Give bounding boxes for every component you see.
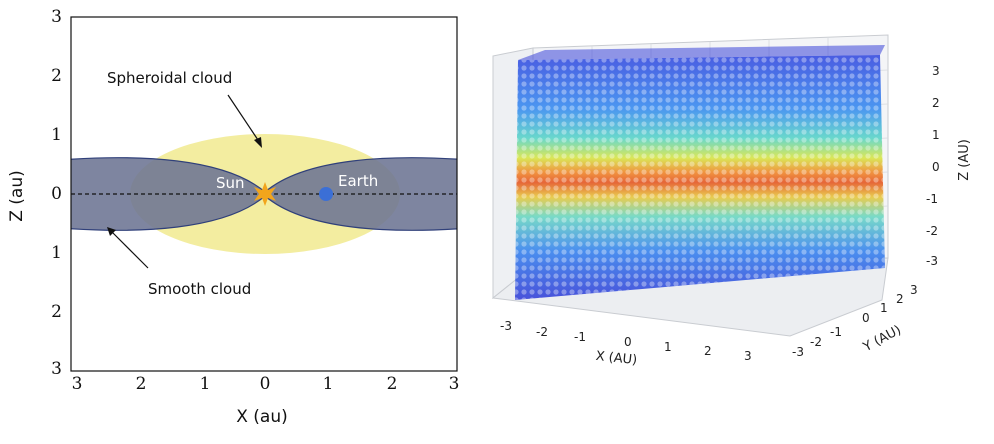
z-tick: 1 [51,125,62,145]
x3-axis-label: X (AU) [595,349,638,368]
z3-tick: -1 [926,192,938,206]
z3-tick: 1 [932,128,940,142]
z-tick: 1 [51,243,62,263]
smooth-arrowhead [107,227,116,236]
z3-tick: -2 [926,224,938,238]
y3-tick: 2 [896,292,904,306]
z-axis-ticks: 3 2 1 0 1 2 3 [51,7,62,379]
spheroidal-cloud-label: Spheroidal cloud [107,69,232,87]
point-cloud-top-face [518,45,885,60]
z-tick: 0 [51,184,62,204]
earth-marker [319,187,333,201]
y3-tick: 3 [910,283,918,297]
spheroidal-arrow [227,94,261,144]
x-tick: 3 [449,374,460,394]
y3-tick: -2 [810,335,822,349]
earth-label: Earth [338,172,378,190]
z-tick: 2 [51,302,62,322]
plot-frame [70,16,458,372]
spheroidal-arrowhead [254,137,262,148]
x-tick: 2 [387,374,398,394]
right-3d-plot: 3 2 1 0 -1 -2 -3 Z (AU) -3 -2 -1 0 1 2 3… [491,34,972,368]
x3-tick: -3 [500,319,512,333]
x-axis-3d-ticks: -3 -2 -1 0 1 2 3 [500,319,752,363]
z-tick: 3 [51,359,62,379]
smooth-cloud-label: Smooth cloud [148,280,251,298]
z-tick: 2 [51,66,62,86]
point-cloud-dots [515,55,885,300]
z-axis-3d-ticks: 3 2 1 0 -1 -2 -3 [926,64,940,268]
z-axis-label: Z (au) [7,170,27,222]
x-axis-ticks: 3 2 1 0 1 2 3 [72,374,460,394]
z3-tick: -3 [926,254,938,268]
z-tick: 3 [51,7,62,27]
y3-tick: -3 [792,345,804,359]
x3-tick: 2 [704,344,712,358]
z3-axis-label: Z (AU) [957,139,972,181]
sun-label: Sun [216,174,245,192]
x3-tick: 0 [624,335,632,349]
y3-tick: 0 [862,311,870,325]
sun-icon [254,182,276,206]
x3-tick: 3 [744,349,752,363]
left-plot: Sun Earth Spheroidal cloud Smooth cloud … [7,7,460,427]
z3-tick: 2 [932,96,940,110]
x-tick: 0 [260,374,271,394]
y-axis-3d-ticks: -3 -2 -1 0 1 2 3 [792,283,918,359]
x3-tick: 1 [664,340,672,354]
smooth-arrow [111,231,149,269]
y3-tick: -1 [830,325,842,339]
y3-tick: 1 [880,301,888,315]
x-tick: 1 [200,374,211,394]
x-tick: 3 [72,374,83,394]
z3-tick: 3 [932,64,940,78]
x3-tick: -2 [536,325,548,339]
y3-axis-label: Y (AU) [860,323,904,356]
x3-tick: -1 [574,330,586,344]
z3-tick: 0 [932,160,940,174]
x-axis-label: X (au) [236,407,288,427]
x-tick: 1 [323,374,334,394]
x-tick: 2 [136,374,147,394]
